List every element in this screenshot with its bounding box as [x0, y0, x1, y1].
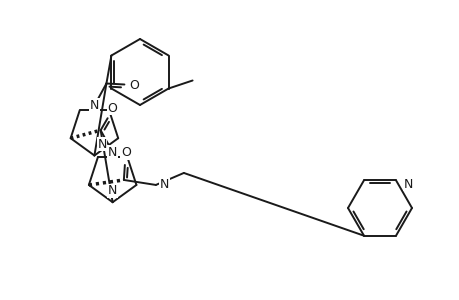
Text: N: N [97, 137, 106, 151]
Text: N: N [403, 178, 413, 191]
Text: N: N [108, 184, 117, 197]
Text: N: N [160, 178, 169, 191]
Text: O: O [129, 79, 139, 92]
Text: O: O [107, 102, 118, 115]
Text: N: N [90, 99, 99, 112]
Text: O: O [121, 146, 130, 160]
Text: N: N [108, 146, 117, 159]
